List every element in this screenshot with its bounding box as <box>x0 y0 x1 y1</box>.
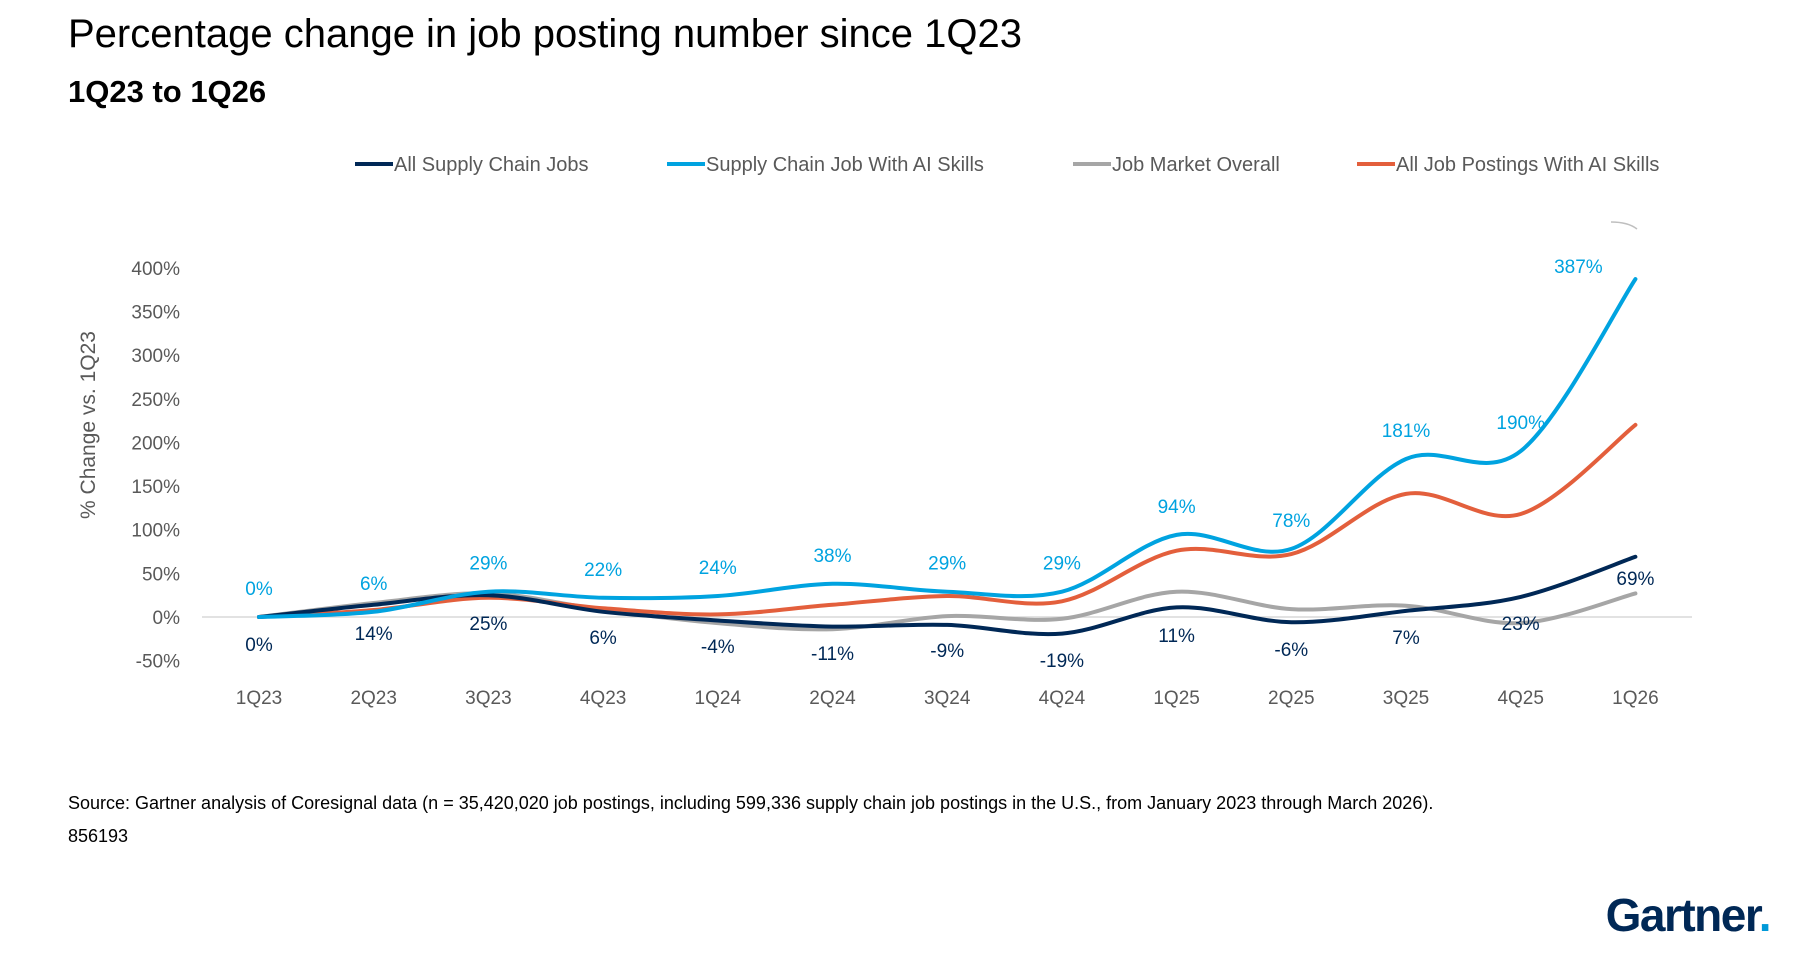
gartner-logo: Gartner. <box>1605 889 1772 941</box>
data-label-ai-supply-chain: 0% <box>245 579 273 600</box>
data-label-all-supply-chain: -11% <box>811 644 854 665</box>
data-label-all-supply-chain: 25% <box>469 614 507 635</box>
data-label-ai-supply-chain: 78% <box>1272 511 1310 532</box>
document-id: 856193 <box>68 826 129 846</box>
y-tick-label: 400% <box>131 259 180 280</box>
chart-subtitle: 1Q23 to 1Q26 <box>68 74 267 109</box>
data-label-all-supply-chain: 7% <box>1392 628 1420 649</box>
series-line-all-job-postings-with-ai-skills <box>257 422 1638 619</box>
data-label-ai-supply-chain: 29% <box>469 554 507 575</box>
series-line-all-supply-chain-jobs <box>257 554 1638 637</box>
y-tick-label: 200% <box>131 433 180 454</box>
data-label-all-supply-chain: 0% <box>245 635 273 656</box>
data-label-all-supply-chain: -19% <box>1040 651 1084 672</box>
data-label-ai-supply-chain: 24% <box>699 558 737 579</box>
x-tick-label: 2Q23 <box>350 688 396 709</box>
x-tick-label: 2Q24 <box>809 688 856 709</box>
x-tick-label: 3Q23 <box>465 688 511 709</box>
legend-label: Job Market Overall <box>1112 154 1280 176</box>
legend-label: Supply Chain Job With AI Skills <box>706 154 984 176</box>
x-tick-label: 2Q25 <box>1268 688 1314 709</box>
x-tick-label: 1Q23 <box>236 688 282 709</box>
logo-dot: . <box>1758 889 1772 941</box>
line-chart: 400% 350% 300% 250% 200% 150% 100% 50% 0% -50% % C… <box>77 154 1692 709</box>
source-note: Source: Gartner analysis of Coresignal d… <box>68 793 1434 813</box>
y-tick-label: 50% <box>142 564 180 585</box>
x-tick-label: 1Q25 <box>1153 688 1199 709</box>
chart-title: Percentage change in job posting number … <box>68 12 1022 56</box>
data-label-ai-supply-chain: 190% <box>1496 413 1545 434</box>
y-tick-label: 250% <box>131 390 180 411</box>
data-label-ai-supply-chain: 94% <box>1158 497 1196 518</box>
y-tick-label: 300% <box>131 346 180 367</box>
y-tick-label: 350% <box>131 302 180 323</box>
data-label-all-supply-chain: 23% <box>1502 614 1540 635</box>
label-leader-line <box>1610 221 1638 230</box>
x-tick-label: 3Q25 <box>1383 688 1429 709</box>
data-label-ai-supply-chain: 387% <box>1554 257 1603 278</box>
legend-label: All Job Postings With AI Skills <box>1396 154 1659 176</box>
data-label-ai-supply-chain: 29% <box>928 554 966 575</box>
x-tick-label: 4Q25 <box>1497 688 1543 709</box>
data-label-ai-supply-chain: 181% <box>1382 421 1431 442</box>
data-label-all-supply-chain: -9% <box>930 641 964 662</box>
logo-text: Gartner <box>1605 889 1761 941</box>
data-label-all-supply-chain: 14% <box>355 624 393 645</box>
series-line-supply-chain-job-with-ai-skills <box>257 277 1638 619</box>
y-tick-label: 150% <box>131 477 180 498</box>
x-tick-label: 4Q23 <box>580 688 626 709</box>
data-label-ai-supply-chain: 6% <box>360 574 388 595</box>
y-axis-label: % Change vs. 1Q23 <box>77 331 100 519</box>
x-tick-label: 4Q24 <box>1039 688 1086 709</box>
data-label-all-supply-chain: 69% <box>1616 569 1654 590</box>
x-tick-label: 3Q24 <box>924 688 971 709</box>
data-label-all-supply-chain: -6% <box>1274 640 1308 661</box>
data-label-ai-supply-chain: 38% <box>813 546 851 567</box>
x-tick-label: 1Q24 <box>695 688 742 709</box>
data-label-ai-supply-chain: 22% <box>584 560 622 581</box>
x-tick-label: 1Q26 <box>1612 688 1658 709</box>
y-tick-label: 0% <box>153 608 181 629</box>
data-label-ai-supply-chain: 29% <box>1043 554 1081 575</box>
legend-label: All Supply Chain Jobs <box>394 154 589 176</box>
data-label-all-supply-chain: 6% <box>589 628 617 649</box>
data-label-all-supply-chain: 11% <box>1158 626 1195 647</box>
data-label-all-supply-chain: -4% <box>701 637 735 658</box>
y-tick-label: -50% <box>136 652 180 673</box>
y-tick-label: 100% <box>131 521 180 542</box>
